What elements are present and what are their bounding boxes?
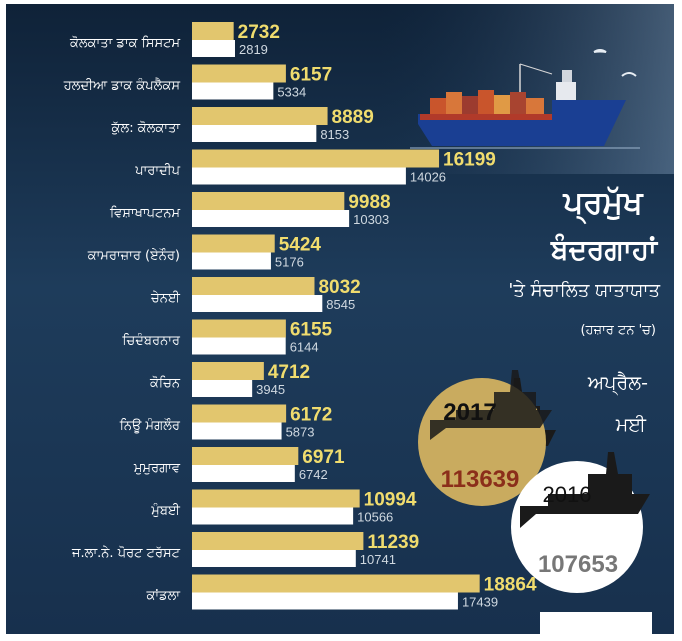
value-label-2017: 9988 <box>348 192 390 213</box>
category-label: ਹਲਦੀਆ ਡਾਕ ਕੰਪਲੈਕਸ <box>63 78 181 94</box>
value-label-2017: 16199 <box>443 150 496 171</box>
total-2016-year: 2016 <box>543 482 592 507</box>
bar-2016 <box>192 40 235 57</box>
bottom-white-strip <box>540 612 652 634</box>
value-label-2016: 14026 <box>410 170 446 185</box>
category-label: ਕਾਮਰਾਜ਼ਾਰ (ਏਨੌਰ) <box>87 249 180 264</box>
bar-2017 <box>192 234 275 253</box>
bar-2017 <box>192 532 364 550</box>
bar-2017 <box>192 22 234 40</box>
value-label-2017: 6971 <box>302 447 345 468</box>
title-line-1: ਪ੍ਰਮੁੱਖ <box>562 185 644 225</box>
bar-2016 <box>192 422 282 440</box>
value-label-2016: 8545 <box>326 297 355 312</box>
bar-2016 <box>192 82 274 100</box>
bar-2017 <box>192 107 328 125</box>
bar-2016 <box>192 167 406 185</box>
value-label-2016: 2819 <box>239 42 268 57</box>
value-label-2016: 5334 <box>277 85 306 100</box>
bar-2016 <box>192 295 323 312</box>
value-label-2017: 11239 <box>367 532 419 553</box>
bar-2017 <box>192 489 360 508</box>
bar-2016 <box>192 592 458 610</box>
bar-2016 <box>192 507 354 525</box>
category-label: ਕੋਚਿਨ <box>149 375 181 391</box>
value-label-2017: 6157 <box>290 65 332 86</box>
value-label-2016: 6742 <box>299 467 328 482</box>
value-label-2016: 5873 <box>286 425 315 440</box>
category-label: ਚਿਦੰਬਰਨਾਰ <box>121 333 181 349</box>
category-label: ਵਿਸ਼ਾਖਾਪਟਨਮ <box>109 206 181 221</box>
bar-2017 <box>192 362 264 380</box>
value-label-2017: 5424 <box>279 235 322 256</box>
period-line-2: ਮਈ <box>615 414 647 436</box>
bar-2017 <box>192 447 299 465</box>
category-label: ਜ.ਲਾ.ਨੇ. ਪੋਰਟ ਟਰੱਸਟ <box>71 545 181 561</box>
bar-2016 <box>192 252 271 270</box>
bar-2016 <box>192 337 286 355</box>
bar-2016 <box>192 380 253 397</box>
bar-2017 <box>192 277 315 295</box>
bar-2016 <box>192 210 350 227</box>
value-label-2017: 18864 <box>484 575 537 596</box>
bar-2016 <box>192 125 317 142</box>
category-label: ਮੁੰਬਈ <box>150 503 181 519</box>
category-label: ਕੋਲਕਾਤਾ ਡਾਕ ਸਿਸਟਮ <box>69 35 180 51</box>
value-label-2017: 10994 <box>364 490 417 511</box>
value-label-2017: 6172 <box>290 405 332 426</box>
bar-2017 <box>192 192 345 210</box>
bar-2017 <box>192 404 287 423</box>
value-label-2017: 4712 <box>268 362 310 383</box>
bar-2017 <box>192 574 480 593</box>
category-label: ਨਿਊ ਮੰਗਲੌਰ <box>119 418 181 434</box>
total-2017-year: 2017 <box>443 399 496 426</box>
cargo-ship-image <box>410 49 640 149</box>
value-label-2016: 3945 <box>256 382 285 397</box>
value-label-2017: 8889 <box>332 107 374 128</box>
category-label: ਕੁੱਲ: ਕੋਲਕਾਤਾ <box>111 120 182 136</box>
value-label-2016: 8153 <box>320 127 349 142</box>
bar-2016 <box>192 465 295 482</box>
value-label-2016: 5176 <box>275 255 304 270</box>
subtitle: 'ਤੇ ਸੰਚਾਲਿਤ ਯਾਤਾਯਾਤ <box>508 280 660 301</box>
value-label-2016: 10741 <box>360 552 396 567</box>
category-label: ਕਾਂਡਲਾ <box>145 589 181 604</box>
total-2016-value: 107653 <box>538 551 618 578</box>
total-2016-tug-overlay <box>520 452 650 528</box>
bar-2017 <box>192 319 286 338</box>
bar-2016 <box>192 550 356 567</box>
value-label-2017: 6155 <box>290 320 333 341</box>
period-line-1: ਅਪ੍ਰੈਲ- <box>587 371 648 396</box>
category-label: ਪਾਰਾਦੀਪ <box>134 164 180 179</box>
bar-2017 <box>192 64 286 83</box>
unit-label: (ਹਜ਼ਾਰ ਟਨ 'ਚ) <box>581 323 656 338</box>
value-label-2016: 10303 <box>353 212 389 227</box>
category-label: ਚੇਨਈ <box>150 291 181 306</box>
title-line-2: ਬੰਦਰਗਾਹਾਂ <box>550 233 659 266</box>
total-2017-tug-overlay <box>430 370 552 440</box>
value-label-2016: 10566 <box>357 510 393 525</box>
value-label-2016: 6144 <box>290 340 319 355</box>
value-label-2017: 8032 <box>318 277 360 298</box>
value-label-2017: 2732 <box>238 22 280 43</box>
value-label-2016: 17439 <box>462 595 498 610</box>
total-2017-value: 113639 <box>441 466 520 493</box>
category-label: ਮੁਮੁਰਗਾਵ <box>133 461 181 476</box>
bar-2017 <box>192 149 440 168</box>
